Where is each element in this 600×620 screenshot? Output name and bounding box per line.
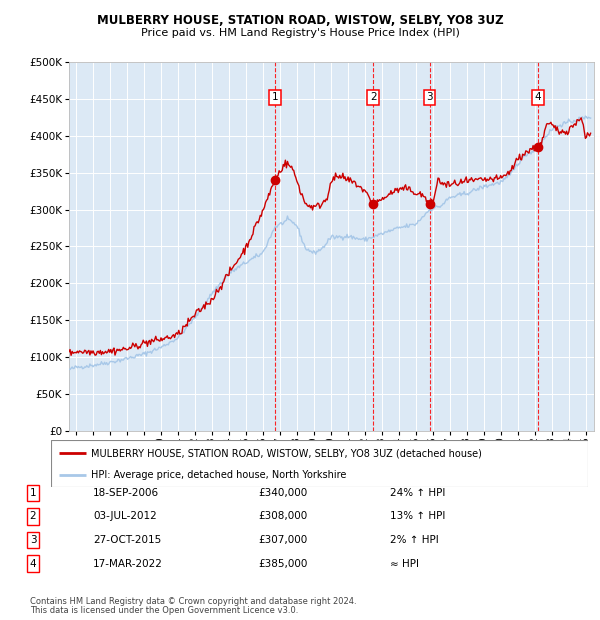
Text: 27-OCT-2015: 27-OCT-2015 <box>93 535 161 545</box>
Text: 1: 1 <box>29 488 37 498</box>
Text: 4: 4 <box>29 559 37 569</box>
Text: MULBERRY HOUSE, STATION ROAD, WISTOW, SELBY, YO8 3UZ: MULBERRY HOUSE, STATION ROAD, WISTOW, SE… <box>97 14 503 27</box>
Text: 1: 1 <box>271 92 278 102</box>
Text: £340,000: £340,000 <box>258 488 307 498</box>
Text: This data is licensed under the Open Government Licence v3.0.: This data is licensed under the Open Gov… <box>30 606 298 615</box>
Text: 3: 3 <box>426 92 433 102</box>
Text: £385,000: £385,000 <box>258 559 307 569</box>
Text: 24% ↑ HPI: 24% ↑ HPI <box>390 488 445 498</box>
Text: Contains HM Land Registry data © Crown copyright and database right 2024.: Contains HM Land Registry data © Crown c… <box>30 596 356 606</box>
Text: ≈ HPI: ≈ HPI <box>390 559 419 569</box>
Text: MULBERRY HOUSE, STATION ROAD, WISTOW, SELBY, YO8 3UZ (detached house): MULBERRY HOUSE, STATION ROAD, WISTOW, SE… <box>91 448 482 458</box>
Text: Price paid vs. HM Land Registry's House Price Index (HPI): Price paid vs. HM Land Registry's House … <box>140 28 460 38</box>
Text: £307,000: £307,000 <box>258 535 307 545</box>
Text: 18-SEP-2006: 18-SEP-2006 <box>93 488 159 498</box>
FancyBboxPatch shape <box>51 440 588 487</box>
Text: 03-JUL-2012: 03-JUL-2012 <box>93 512 157 521</box>
Text: HPI: Average price, detached house, North Yorkshire: HPI: Average price, detached house, Nort… <box>91 470 347 480</box>
Text: 2: 2 <box>370 92 376 102</box>
Text: £308,000: £308,000 <box>258 512 307 521</box>
Text: 17-MAR-2022: 17-MAR-2022 <box>93 559 163 569</box>
Text: 4: 4 <box>535 92 541 102</box>
Text: 3: 3 <box>29 535 37 545</box>
Text: 2: 2 <box>29 512 37 521</box>
Text: 13% ↑ HPI: 13% ↑ HPI <box>390 512 445 521</box>
Text: 2% ↑ HPI: 2% ↑ HPI <box>390 535 439 545</box>
